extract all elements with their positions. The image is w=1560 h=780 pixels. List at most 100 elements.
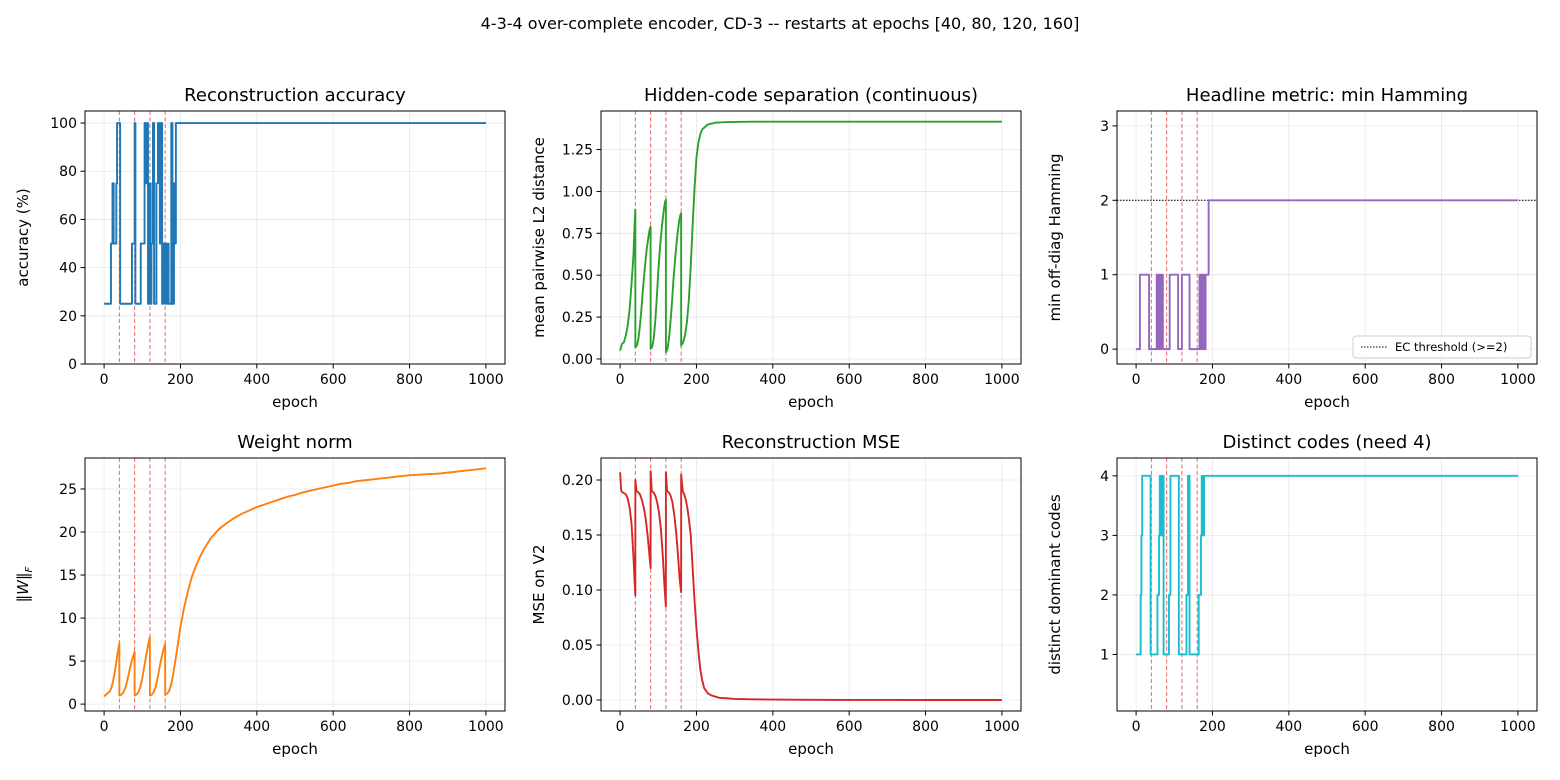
- x-tick-label: 200: [683, 372, 710, 388]
- series-line-weightnorm: [103, 467, 487, 698]
- y-tick-label: 4: [1100, 469, 1109, 485]
- x-axis-label: epoch: [272, 740, 318, 758]
- series-line-codes: [1136, 474, 1518, 656]
- x-tick-label: 1000: [1500, 719, 1536, 735]
- y-tick-label: 0.75: [562, 226, 593, 242]
- x-tick-label: 600: [836, 719, 863, 735]
- legend-box: [1352, 335, 1532, 359]
- y-tick-label: 0.25: [562, 310, 593, 326]
- x-tick-label: 800: [912, 372, 939, 388]
- axes-frame: [600, 457, 1022, 712]
- y-tick-label: 20: [59, 525, 77, 541]
- figure-suptitle: 4-3-4 over-complete encoder, CD-3 -- res…: [481, 14, 1080, 33]
- y-tick-label: 2: [1100, 193, 1109, 209]
- panel-title: Hidden-code separation (continuous): [644, 85, 978, 106]
- x-tick-label: 200: [167, 372, 194, 388]
- panel-mse: 0 200 400 600 800 1000 0.00 0.05 0.10 0.15 0.20 Rec…: [530, 432, 1022, 758]
- x-tick-label: 800: [912, 719, 939, 735]
- x-tick-label: 200: [1199, 719, 1226, 735]
- y-tick-label: 1: [1100, 268, 1109, 284]
- y-tick-label: 1.25: [562, 143, 593, 159]
- x-tick-label: 1000: [1500, 372, 1536, 388]
- x-tick-label: 200: [167, 719, 194, 735]
- x-tick-label: 200: [683, 719, 710, 735]
- legend-label: EC threshold (>=2): [1395, 340, 1507, 354]
- panel-title: Reconstruction MSE: [722, 432, 901, 453]
- y-tick-label: 1.00: [562, 184, 593, 200]
- y-tick-label: 0.20: [562, 473, 593, 489]
- axes-frame: [1116, 457, 1538, 712]
- x-tick-label: 800: [1428, 372, 1455, 388]
- panel-title: Reconstruction accuracy: [184, 85, 406, 106]
- y-tick-label: 0: [68, 697, 77, 713]
- y-tick-label: 15: [59, 568, 77, 584]
- x-tick-label: 600: [320, 719, 347, 735]
- y-tick-label: 10: [59, 611, 77, 627]
- y-tick-label: 80: [59, 164, 77, 180]
- x-tick-label: 0: [616, 372, 625, 388]
- y-tick-label: 20: [59, 309, 77, 325]
- x-tick-label: 0: [1132, 719, 1141, 735]
- x-tick-label: 600: [320, 372, 347, 388]
- y-tick-label: 0.00: [562, 352, 593, 368]
- y-tick-label: 5: [68, 654, 77, 670]
- y-tick-label: 0.10: [562, 583, 593, 599]
- y-tick-label: 1: [1100, 647, 1109, 663]
- x-tick-label: 800: [396, 372, 423, 388]
- y-tick-label: 0.50: [562, 268, 593, 284]
- y-axis-label: ‖W‖F: [14, 566, 35, 602]
- x-tick-label: 0: [100, 372, 109, 388]
- x-tick-label: 0: [100, 719, 109, 735]
- x-axis-label: epoch: [1304, 393, 1350, 411]
- y-tick-label: 0: [68, 357, 77, 373]
- panel-title: Headline metric: min Hamming: [1186, 85, 1468, 106]
- x-tick-label: 200: [1199, 372, 1226, 388]
- x-tick-label: 400: [1275, 719, 1302, 735]
- x-tick-label: 1000: [984, 719, 1020, 735]
- x-tick-label: 400: [759, 372, 786, 388]
- series-line-accuracy: [104, 122, 486, 305]
- y-tick-label: 100: [50, 116, 77, 132]
- axes-frame: [600, 110, 1022, 365]
- panel-separation: 0 200 400 600 800 1000 0.00 0.25 0.50 0.75 1.00 1.2…: [530, 85, 1022, 411]
- x-tick-label: 0: [1132, 372, 1141, 388]
- x-tick-label: 800: [1428, 719, 1455, 735]
- y-tick-label: 40: [59, 261, 77, 277]
- y-axis-label: min off-diag Hamming: [1046, 153, 1064, 321]
- y-axis-label: MSE on V2: [530, 545, 548, 625]
- x-axis-label: epoch: [1304, 740, 1350, 758]
- y-axis-label: distinct dominant codes: [1046, 494, 1064, 674]
- x-tick-label: 600: [836, 372, 863, 388]
- y-axis-label: mean pairwise L2 distance: [530, 137, 548, 338]
- series-line-hamming: [1136, 199, 1518, 351]
- y-tick-label: 0.00: [562, 693, 593, 709]
- panel-title: Distinct codes (need 4): [1222, 432, 1431, 453]
- panel-title: Weight norm: [237, 432, 352, 453]
- x-tick-label: 400: [243, 372, 270, 388]
- y-axis-label: accuracy (%): [14, 188, 32, 286]
- y-tick-label: 3: [1100, 528, 1109, 544]
- axes-frame: [1116, 110, 1538, 365]
- y-tick-label: 3: [1100, 119, 1109, 135]
- panel-weightnorm: 0 200 400 600 800 1000 0 5 10 15 20 25 Weight norm ep…: [14, 432, 506, 758]
- x-tick-label: 400: [243, 719, 270, 735]
- y-tick-label: 0.05: [562, 638, 593, 654]
- x-tick-label: 400: [1275, 372, 1302, 388]
- x-tick-label: 1000: [468, 719, 504, 735]
- x-tick-label: 1000: [468, 372, 504, 388]
- x-tick-label: 800: [396, 719, 423, 735]
- y-tick-label: 25: [59, 482, 77, 498]
- x-tick-label: 1000: [984, 372, 1020, 388]
- y-tick-label: 0: [1100, 342, 1109, 358]
- panel-accuracy: 0 200 400 600 800 1000 0 20 40 60 80 100 Reconstruct…: [14, 85, 506, 411]
- x-axis-label: epoch: [788, 740, 834, 758]
- x-tick-label: 0: [616, 719, 625, 735]
- series-line-separation: [619, 120, 1002, 354]
- x-axis-label: epoch: [788, 393, 834, 411]
- x-tick-label: 600: [1352, 719, 1379, 735]
- y-tick-label: 0.15: [562, 528, 593, 544]
- y-tick-label: 2: [1100, 588, 1109, 604]
- x-axis-label: epoch: [272, 393, 318, 411]
- panel-codes: 0 200 400 600 800 1000 1 2 3 4 Distinct codes (nee…: [1046, 432, 1538, 758]
